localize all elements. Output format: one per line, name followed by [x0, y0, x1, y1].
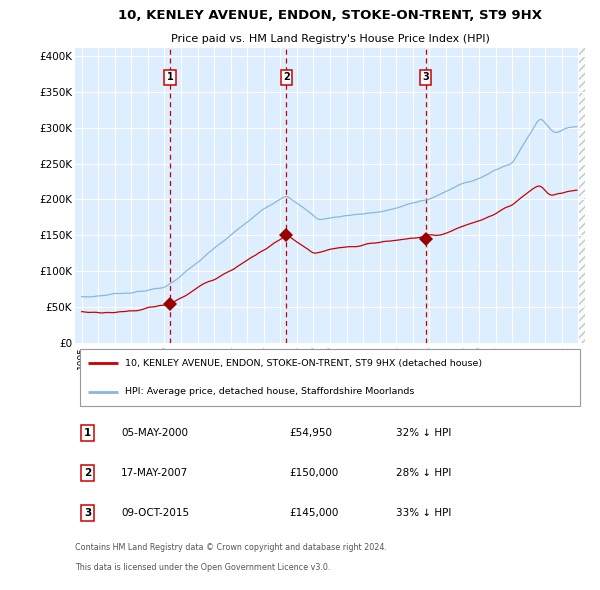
- FancyBboxPatch shape: [80, 349, 580, 406]
- Text: 10, KENLEY AVENUE, ENDON, STOKE-ON-TRENT, ST9 9HX (detached house): 10, KENLEY AVENUE, ENDON, STOKE-ON-TRENT…: [125, 359, 482, 368]
- Text: 1: 1: [84, 428, 91, 438]
- Text: 3: 3: [422, 72, 429, 82]
- Text: £54,950: £54,950: [289, 428, 332, 438]
- Text: 28% ↓ HPI: 28% ↓ HPI: [397, 468, 452, 478]
- Text: 1: 1: [167, 72, 173, 82]
- Text: 09-OCT-2015: 09-OCT-2015: [121, 508, 189, 518]
- Text: Contains HM Land Registry data © Crown copyright and database right 2024.: Contains HM Land Registry data © Crown c…: [75, 543, 387, 552]
- Text: £145,000: £145,000: [289, 508, 338, 518]
- Text: 17-MAY-2007: 17-MAY-2007: [121, 468, 188, 478]
- Text: This data is licensed under the Open Government Licence v3.0.: This data is licensed under the Open Gov…: [75, 563, 331, 572]
- Text: 2: 2: [283, 72, 290, 82]
- Text: Price paid vs. HM Land Registry's House Price Index (HPI): Price paid vs. HM Land Registry's House …: [170, 34, 490, 44]
- Text: 3: 3: [84, 508, 91, 518]
- Text: HPI: Average price, detached house, Staffordshire Moorlands: HPI: Average price, detached house, Staf…: [125, 387, 415, 396]
- Text: 32% ↓ HPI: 32% ↓ HPI: [397, 428, 452, 438]
- Text: £150,000: £150,000: [289, 468, 338, 478]
- Text: 2: 2: [84, 468, 91, 478]
- Text: 10, KENLEY AVENUE, ENDON, STOKE-ON-TRENT, ST9 9HX: 10, KENLEY AVENUE, ENDON, STOKE-ON-TRENT…: [118, 9, 542, 22]
- Text: 33% ↓ HPI: 33% ↓ HPI: [397, 508, 452, 518]
- Text: 05-MAY-2000: 05-MAY-2000: [121, 428, 188, 438]
